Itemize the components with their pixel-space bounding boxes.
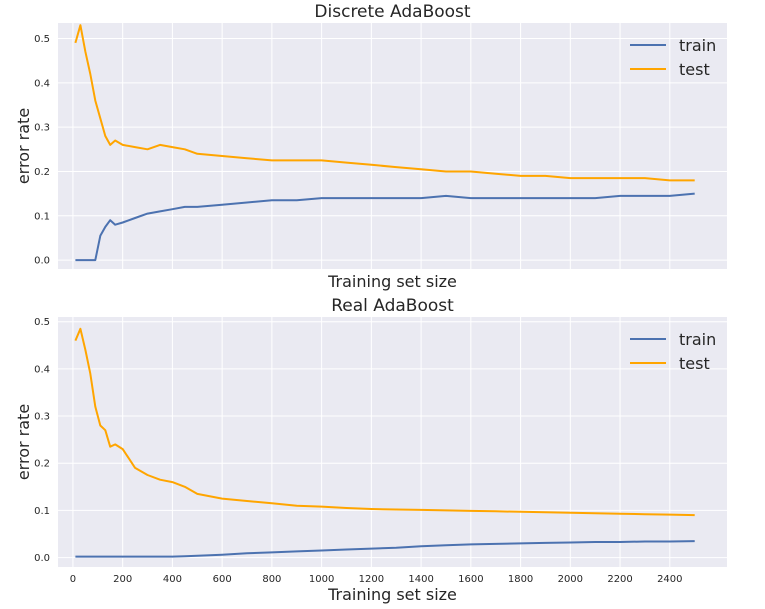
panel-2: 0.0 0.1 0.2 0.3 0.4 0.5 0 200 400 600 800 1000 1200 1… bbox=[14, 296, 727, 604]
y-tick-label: 0.4 bbox=[34, 364, 50, 375]
y-tick-label: 0.0 bbox=[34, 553, 50, 564]
x-tick-label: 0 bbox=[70, 574, 76, 585]
x-tick-label: 1600 bbox=[458, 574, 483, 585]
y-tick-label: 0.0 bbox=[34, 256, 50, 267]
series-line-test bbox=[74, 24, 695, 182]
panel-1: 0.0 0.1 0.2 0.3 0.4 0.5 Discrete AdaBoost Train… bbox=[14, 2, 727, 291]
x-tick-label: 600 bbox=[213, 574, 232, 585]
y-tick-label: 0.3 bbox=[34, 412, 50, 423]
y-tick-label: 0.1 bbox=[34, 506, 50, 517]
x-tick-label: 400 bbox=[163, 574, 182, 585]
y-tick-label: 0.2 bbox=[34, 459, 50, 470]
x-tick-label: 2000 bbox=[558, 574, 583, 585]
y-tick-label: 0.5 bbox=[34, 317, 50, 328]
series-line-test bbox=[74, 327, 695, 517]
legend-label-test: test bbox=[679, 354, 710, 373]
y-tick-label: 0.2 bbox=[34, 167, 50, 178]
x-tick-label: 2200 bbox=[607, 574, 632, 585]
series-line-train bbox=[75, 540, 695, 558]
y-tick-label: 0.1 bbox=[34, 211, 50, 222]
chart-title: Discrete AdaBoost bbox=[314, 2, 470, 22]
x-tick-label: 800 bbox=[262, 574, 281, 585]
legend-label-train: train bbox=[679, 330, 716, 349]
x-tick-label: 200 bbox=[113, 574, 132, 585]
x-tick-label: 2400 bbox=[657, 574, 682, 585]
x-axis-label: Training set size bbox=[327, 585, 457, 604]
y-tick-label: 0.4 bbox=[34, 78, 50, 89]
legend-label-train: train bbox=[679, 36, 716, 55]
plot-background bbox=[58, 317, 727, 567]
y-axis-label: error rate bbox=[14, 108, 33, 184]
x-axis-label: Training set size bbox=[327, 272, 457, 291]
x-tick-label: 1000 bbox=[309, 574, 334, 585]
series-line-train bbox=[75, 192, 695, 262]
y-axis-label: error rate bbox=[14, 404, 33, 480]
y-tick-label: 0.5 bbox=[34, 34, 50, 45]
y-tick-label: 0.3 bbox=[34, 123, 50, 134]
chart-title: Real AdaBoost bbox=[331, 296, 454, 316]
legend-label-test: test bbox=[679, 60, 710, 79]
x-tick-label: 1200 bbox=[359, 574, 384, 585]
x-tick-label: 1800 bbox=[508, 574, 533, 585]
x-tick-label: 1400 bbox=[408, 574, 433, 585]
